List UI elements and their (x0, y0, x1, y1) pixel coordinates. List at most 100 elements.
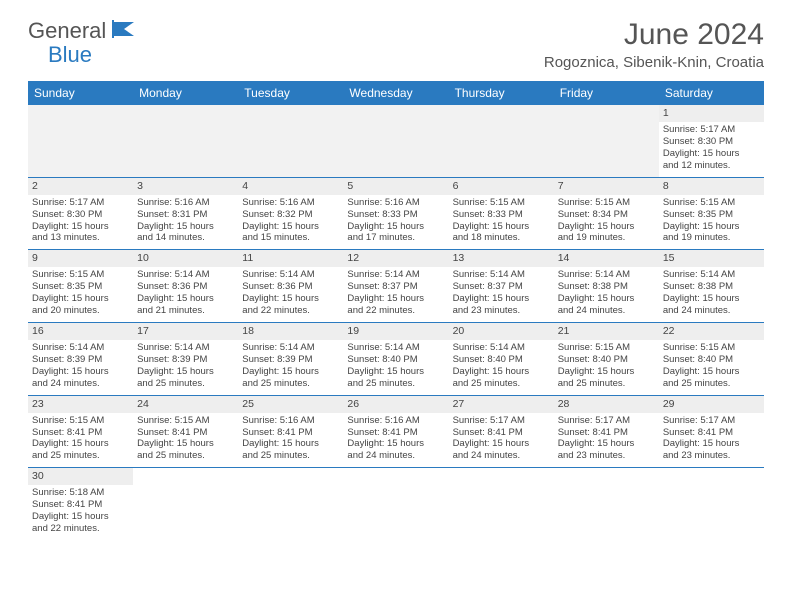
calendar-day: 10Sunrise: 5:14 AMSunset: 8:36 PMDayligh… (133, 250, 238, 323)
weekday-header: Sunday (28, 81, 133, 105)
day-sunrise: Sunrise: 5:16 AM (242, 197, 339, 209)
calendar-day: 14Sunrise: 5:14 AMSunset: 8:38 PMDayligh… (554, 250, 659, 323)
day-sunset: Sunset: 8:41 PM (242, 427, 339, 439)
calendar-empty (554, 468, 659, 540)
day-sunrise: Sunrise: 5:15 AM (32, 415, 129, 427)
day-sunrise: Sunrise: 5:14 AM (453, 342, 550, 354)
header: General June 2024 Rogoznica, Sibenik-Kni… (28, 18, 764, 71)
day-number: 19 (343, 323, 448, 340)
day-daylight2: and 21 minutes. (137, 305, 234, 317)
day-sunset: Sunset: 8:40 PM (558, 354, 655, 366)
day-sunset: Sunset: 8:40 PM (663, 354, 760, 366)
calendar-week: 23Sunrise: 5:15 AMSunset: 8:41 PMDayligh… (28, 395, 764, 468)
weekday-header: Wednesday (343, 81, 448, 105)
weekday-header: Thursday (449, 81, 554, 105)
day-daylight1: Daylight: 15 hours (453, 438, 550, 450)
calendar-day: 20Sunrise: 5:14 AMSunset: 8:40 PMDayligh… (449, 322, 554, 395)
day-sunset: Sunset: 8:38 PM (663, 281, 760, 293)
day-number: 11 (238, 250, 343, 267)
calendar-day: 17Sunrise: 5:14 AMSunset: 8:39 PMDayligh… (133, 322, 238, 395)
day-sunset: Sunset: 8:41 PM (32, 499, 129, 511)
day-sunset: Sunset: 8:41 PM (347, 427, 444, 439)
day-sunrise: Sunrise: 5:17 AM (663, 124, 760, 136)
day-sunrise: Sunrise: 5:17 AM (453, 415, 550, 427)
calendar-week: 16Sunrise: 5:14 AMSunset: 8:39 PMDayligh… (28, 322, 764, 395)
day-number: 28 (554, 396, 659, 413)
day-sunrise: Sunrise: 5:16 AM (137, 197, 234, 209)
day-number: 16 (28, 323, 133, 340)
day-sunrise: Sunrise: 5:14 AM (663, 269, 760, 281)
day-sunrise: Sunrise: 5:14 AM (558, 269, 655, 281)
day-sunset: Sunset: 8:41 PM (453, 427, 550, 439)
calendar-day: 29Sunrise: 5:17 AMSunset: 8:41 PMDayligh… (659, 395, 764, 468)
day-sunrise: Sunrise: 5:14 AM (242, 269, 339, 281)
calendar-empty (133, 105, 238, 177)
day-sunrise: Sunrise: 5:17 AM (32, 197, 129, 209)
day-sunset: Sunset: 8:30 PM (663, 136, 760, 148)
day-sunset: Sunset: 8:40 PM (347, 354, 444, 366)
calendar-day: 6Sunrise: 5:15 AMSunset: 8:33 PMDaylight… (449, 177, 554, 250)
day-daylight1: Daylight: 15 hours (558, 293, 655, 305)
day-sunrise: Sunrise: 5:14 AM (32, 342, 129, 354)
day-daylight1: Daylight: 15 hours (137, 221, 234, 233)
logo-blue-row: Blue (48, 42, 92, 68)
day-daylight1: Daylight: 15 hours (347, 438, 444, 450)
day-number: 10 (133, 250, 238, 267)
day-number: 26 (343, 396, 448, 413)
day-daylight1: Daylight: 15 hours (663, 221, 760, 233)
day-daylight2: and 24 minutes. (663, 305, 760, 317)
day-number: 1 (659, 105, 764, 122)
calendar-day: 21Sunrise: 5:15 AMSunset: 8:40 PMDayligh… (554, 322, 659, 395)
day-number: 13 (449, 250, 554, 267)
day-sunrise: Sunrise: 5:14 AM (137, 269, 234, 281)
day-daylight2: and 13 minutes. (32, 232, 129, 244)
calendar-empty (133, 468, 238, 540)
day-sunset: Sunset: 8:32 PM (242, 209, 339, 221)
calendar-day: 28Sunrise: 5:17 AMSunset: 8:41 PMDayligh… (554, 395, 659, 468)
day-sunset: Sunset: 8:39 PM (32, 354, 129, 366)
day-sunrise: Sunrise: 5:16 AM (347, 415, 444, 427)
day-sunset: Sunset: 8:39 PM (242, 354, 339, 366)
day-sunrise: Sunrise: 5:15 AM (663, 197, 760, 209)
day-daylight2: and 25 minutes. (347, 378, 444, 390)
calendar-day: 18Sunrise: 5:14 AMSunset: 8:39 PMDayligh… (238, 322, 343, 395)
day-number: 27 (449, 396, 554, 413)
day-daylight1: Daylight: 15 hours (558, 221, 655, 233)
day-sunrise: Sunrise: 5:15 AM (137, 415, 234, 427)
day-number: 9 (28, 250, 133, 267)
calendar-day: 16Sunrise: 5:14 AMSunset: 8:39 PMDayligh… (28, 322, 133, 395)
day-sunset: Sunset: 8:40 PM (453, 354, 550, 366)
day-daylight1: Daylight: 15 hours (453, 221, 550, 233)
day-sunset: Sunset: 8:41 PM (137, 427, 234, 439)
day-daylight1: Daylight: 15 hours (242, 221, 339, 233)
day-daylight1: Daylight: 15 hours (32, 293, 129, 305)
calendar-week: 1Sunrise: 5:17 AMSunset: 8:30 PMDaylight… (28, 105, 764, 177)
day-number: 24 (133, 396, 238, 413)
calendar-empty (554, 105, 659, 177)
day-daylight1: Daylight: 15 hours (137, 438, 234, 450)
weekday-row: SundayMondayTuesdayWednesdayThursdayFrid… (28, 81, 764, 105)
day-sunset: Sunset: 8:38 PM (558, 281, 655, 293)
calendar-empty (449, 105, 554, 177)
day-sunset: Sunset: 8:31 PM (137, 209, 234, 221)
weekday-header: Friday (554, 81, 659, 105)
day-daylight1: Daylight: 15 hours (558, 438, 655, 450)
day-sunrise: Sunrise: 5:17 AM (558, 415, 655, 427)
calendar-day: 11Sunrise: 5:14 AMSunset: 8:36 PMDayligh… (238, 250, 343, 323)
day-daylight2: and 25 minutes. (453, 378, 550, 390)
day-daylight2: and 23 minutes. (453, 305, 550, 317)
day-number: 22 (659, 323, 764, 340)
day-daylight1: Daylight: 15 hours (242, 438, 339, 450)
day-sunrise: Sunrise: 5:14 AM (347, 342, 444, 354)
calendar-table: SundayMondayTuesdayWednesdayThursdayFrid… (28, 81, 764, 540)
calendar-day: 12Sunrise: 5:14 AMSunset: 8:37 PMDayligh… (343, 250, 448, 323)
day-sunrise: Sunrise: 5:15 AM (558, 197, 655, 209)
calendar-day: 13Sunrise: 5:14 AMSunset: 8:37 PMDayligh… (449, 250, 554, 323)
day-sunrise: Sunrise: 5:15 AM (558, 342, 655, 354)
weekday-header: Saturday (659, 81, 764, 105)
day-sunset: Sunset: 8:34 PM (558, 209, 655, 221)
day-sunrise: Sunrise: 5:14 AM (453, 269, 550, 281)
flag-icon (112, 20, 138, 43)
day-sunset: Sunset: 8:37 PM (453, 281, 550, 293)
month-title: June 2024 (544, 18, 764, 52)
